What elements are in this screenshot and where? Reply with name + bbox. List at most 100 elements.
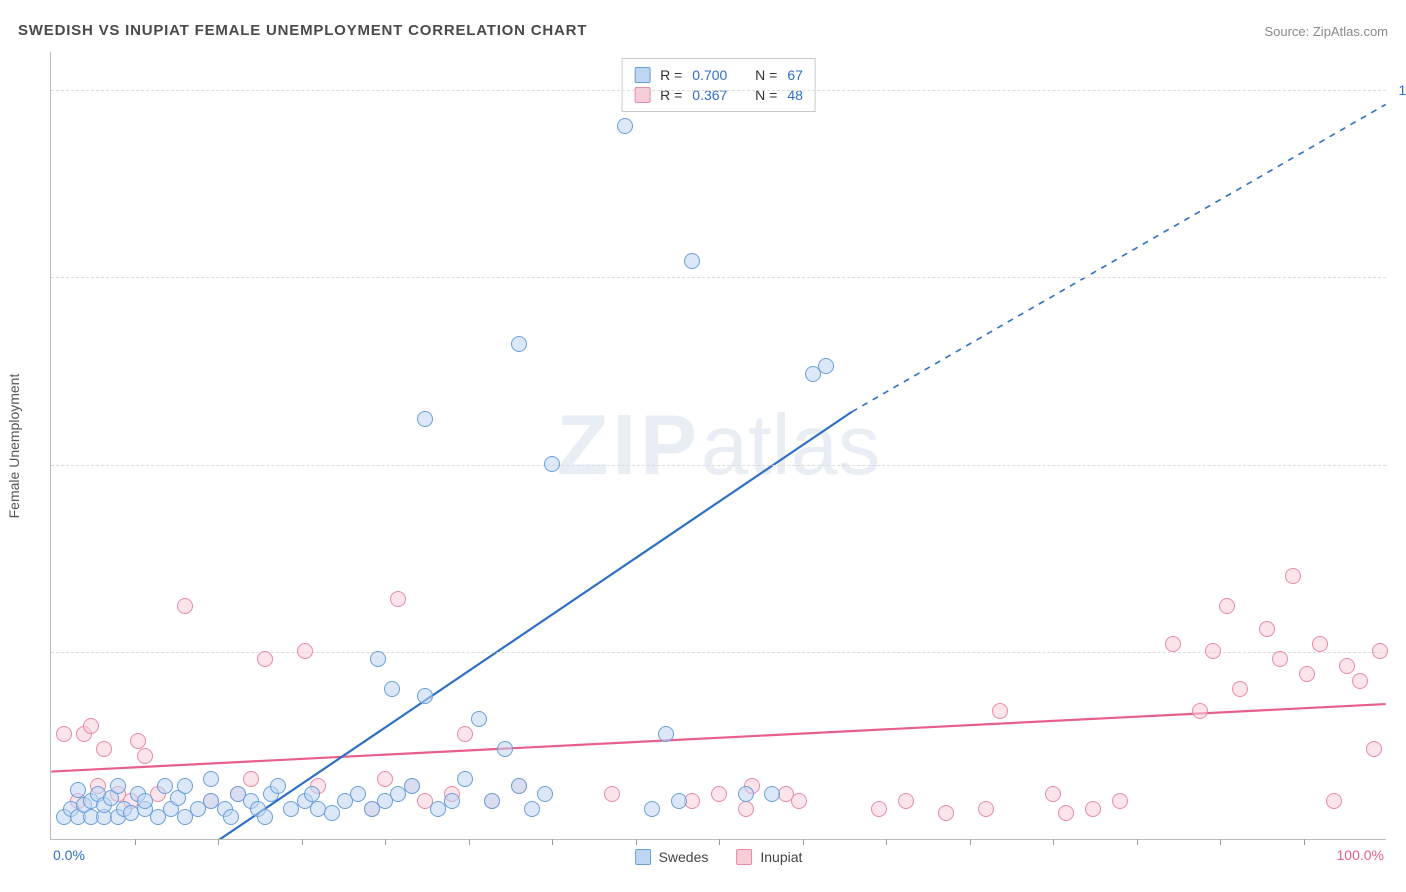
scatter-point-swedes [544,456,560,472]
y-tick-label: 75.0% [1391,269,1406,285]
scatter-point-inupiat [1299,666,1315,682]
scatter-point-inupiat [1192,703,1208,719]
legend-swatch-icon [634,67,650,83]
scatter-point-inupiat [898,793,914,809]
x-tick [552,839,553,845]
scatter-point-inupiat [1339,658,1355,674]
x-tick-label: 100.0% [1337,847,1384,863]
scatter-point-swedes [658,726,674,742]
trend-line-dashed [852,104,1386,411]
scatter-point-inupiat [978,801,994,817]
scatter-point-inupiat [992,703,1008,719]
chart-container: SWEDISH VS INUPIAT FEMALE UNEMPLOYMENT C… [0,0,1406,892]
scatter-point-swedes [70,782,86,798]
legend-label: Inupiat [760,849,802,865]
scatter-point-inupiat [1259,621,1275,637]
stat-n-value: 67 [787,67,803,83]
scatter-point-inupiat [938,805,954,821]
x-tick [1304,839,1305,845]
scatter-point-swedes [404,778,420,794]
scatter-point-inupiat [711,786,727,802]
scatter-point-swedes [764,786,780,802]
scatter-point-swedes [324,805,340,821]
scatter-point-swedes [417,411,433,427]
x-tick [1220,839,1221,845]
scatter-point-swedes [524,801,540,817]
plot-area: ZIPatlas R =0.700 N =67R =0.367 N =48 Sw… [50,52,1386,840]
x-tick [302,839,303,845]
stat-r-label: R = [660,67,682,83]
stats-row: R =0.367 N =48 [634,85,803,105]
x-tick [1137,839,1138,845]
scatter-point-swedes [304,786,320,802]
watermark-zip: ZIP [557,398,701,493]
x-tick [886,839,887,845]
trend-lines-layer [51,52,1386,839]
scatter-point-swedes [484,793,500,809]
legend-swatch-icon [736,849,752,865]
x-tick [970,839,971,845]
scatter-point-inupiat [1045,786,1061,802]
y-tick-label: 50.0% [1391,457,1406,473]
scatter-point-inupiat [1272,651,1288,667]
scatter-point-inupiat [130,733,146,749]
scatter-point-inupiat [177,598,193,614]
scatter-point-swedes [684,253,700,269]
legend-label: Swedes [659,849,709,865]
scatter-point-swedes [177,778,193,794]
legend-swatch-icon [635,849,651,865]
scatter-point-swedes [223,809,239,825]
scatter-point-swedes [350,786,366,802]
scatter-point-inupiat [137,748,153,764]
scatter-point-inupiat [1352,673,1368,689]
gridline [51,90,1386,91]
scatter-point-swedes [738,786,754,802]
scatter-point-inupiat [457,726,473,742]
scatter-point-swedes [137,793,153,809]
y-tick-label: 100.0% [1391,82,1406,98]
scatter-point-swedes [471,711,487,727]
x-tick [385,839,386,845]
scatter-point-inupiat [96,741,112,757]
scatter-point-swedes [370,651,386,667]
gridline [51,465,1386,466]
scatter-point-inupiat [1085,801,1101,817]
scatter-point-inupiat [791,793,807,809]
x-tick [135,839,136,845]
scatter-point-swedes [818,358,834,374]
scatter-point-inupiat [871,801,887,817]
scatter-point-inupiat [604,786,620,802]
trend-line [198,412,852,839]
scatter-point-swedes [511,778,527,794]
scatter-point-swedes [457,771,473,787]
legend-item: Inupiat [736,849,802,865]
scatter-point-inupiat [1112,793,1128,809]
x-tick [218,839,219,845]
scatter-point-inupiat [1312,636,1328,652]
x-tick [803,839,804,845]
scatter-point-swedes [203,771,219,787]
scatter-point-inupiat [1285,568,1301,584]
scatter-point-inupiat [1058,805,1074,821]
scatter-point-swedes [110,778,126,794]
stat-r-value: 0.700 [692,67,727,83]
scatter-point-inupiat [1205,643,1221,659]
scatter-point-swedes [537,786,553,802]
scatter-point-inupiat [257,651,273,667]
scatter-point-inupiat [738,801,754,817]
scatter-point-swedes [417,688,433,704]
scatter-point-swedes [444,793,460,809]
scatter-point-swedes [270,778,286,794]
scatter-point-swedes [617,118,633,134]
scatter-point-swedes [497,741,513,757]
scatter-point-swedes [157,778,173,794]
scatter-point-swedes [511,336,527,352]
trend-line [51,704,1385,771]
x-tick-label: 0.0% [53,847,85,863]
watermark-atlas: atlas [701,398,881,493]
series-legend: Swedes Inupiat [635,849,803,865]
source-attribution: Source: ZipAtlas.com [1264,24,1388,39]
scatter-point-inupiat [377,771,393,787]
stats-row: R =0.700 N =67 [634,65,803,85]
scatter-point-swedes [384,681,400,697]
